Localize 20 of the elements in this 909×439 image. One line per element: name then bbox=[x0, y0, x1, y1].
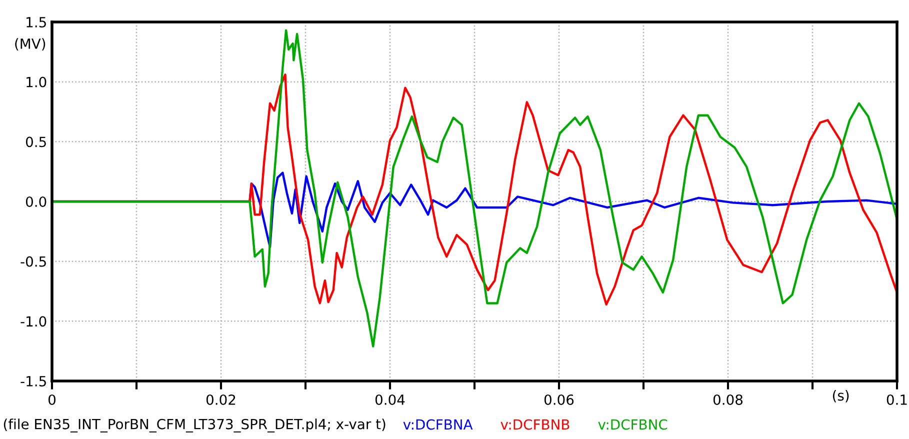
x-tick-label: 0.02 bbox=[206, 394, 236, 405]
text: (file EN35_INT_PorBN_CFM_LT373_SPR_DET.pl4; x-var t) bbox=[4, 418, 386, 432]
line-series bbox=[52, 29, 897, 348]
text: v:DCFBNA bbox=[403, 419, 473, 430]
y-tick-label: 1.0 bbox=[26, 76, 46, 88]
x-tick-label: 0.06 bbox=[544, 394, 574, 405]
y-axis-title: (MV) bbox=[15, 38, 46, 51]
text: v:DCFBNC bbox=[598, 419, 668, 430]
x-axis-title: (s) bbox=[832, 390, 849, 402]
y-tick-label: -1.0 bbox=[20, 316, 46, 327]
y-tick-label: 0.5 bbox=[26, 136, 46, 148]
y-tick-label: 1.5 bbox=[26, 17, 46, 28]
x-tick-label: 0.1 bbox=[886, 394, 907, 405]
x-tick-label: 0.04 bbox=[375, 394, 405, 405]
y-tick-label: -1.5 bbox=[20, 376, 46, 386]
text: v:DCFBNB bbox=[500, 419, 570, 430]
x-tick-label: 0.08 bbox=[713, 394, 743, 405]
y-tick-label: 0.0 bbox=[26, 196, 46, 207]
x-tick-label: 0 bbox=[48, 394, 56, 405]
y-tick-label: -0.5 bbox=[20, 256, 46, 267]
